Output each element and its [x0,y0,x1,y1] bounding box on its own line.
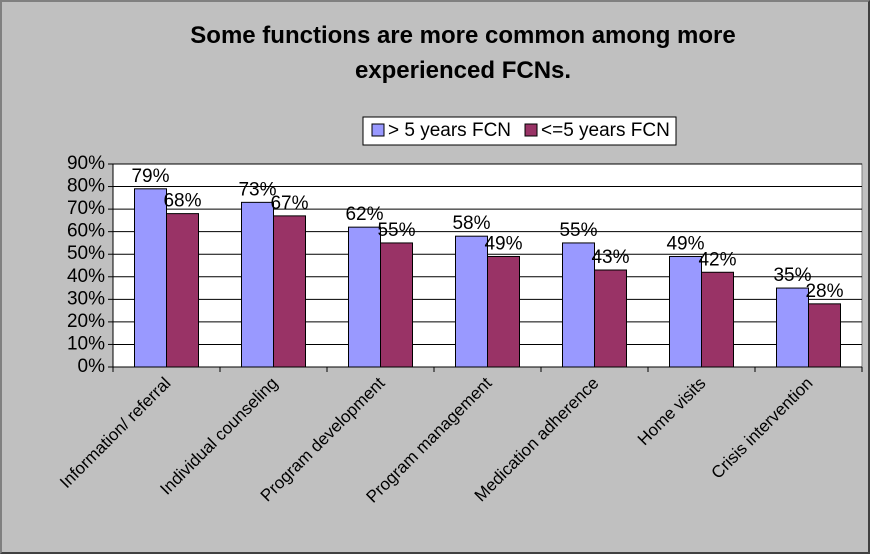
bar [594,269,627,368]
value-label: 49% [666,233,704,254]
value-label: 73% [238,179,276,200]
value-label: 28% [805,281,843,302]
value-label: 68% [163,191,201,212]
y-tick-label: 40% [67,266,105,287]
bar [134,188,167,368]
value-label: 55% [559,220,597,241]
value-label: 42% [698,249,736,270]
y-tick-label: 10% [67,333,105,354]
value-label: 55% [377,220,415,241]
bar [776,287,809,368]
legend: > 5 years FCN <=5 years FCN [362,116,677,146]
y-tick-label: 70% [67,198,105,219]
bar [273,215,306,368]
x-tick-label: Information/ referral [56,374,174,492]
value-label: 67% [270,193,308,214]
bar [808,303,841,368]
legend-swatch [524,123,538,137]
value-label: 35% [773,265,811,286]
x-tick-label: Medication adherence [471,374,603,506]
bar [380,242,413,368]
y-tick-label: 80% [67,176,105,197]
bar [669,255,702,368]
value-label: 62% [345,204,383,225]
y-tick-label: 90% [67,153,105,174]
y-tick-label: 0% [78,356,106,377]
value-label: 49% [484,233,522,254]
y-tick-label: 50% [67,243,105,264]
legend-label: <=5 years FCN [541,120,670,141]
y-tick-label: 30% [67,288,105,309]
bar [701,271,734,368]
y-tick-label: 60% [67,221,105,242]
bar [348,226,381,368]
x-tick-label: Crisis intervention [708,374,817,483]
bar [455,235,488,368]
value-label: 79% [131,166,169,187]
value-label: 43% [591,247,629,268]
legend-swatch [371,123,385,137]
x-tick-label: Individual counseling [156,374,281,499]
value-label: 58% [452,213,490,234]
legend-label: > 5 years FCN [388,120,511,141]
x-tick-label: Home visits [634,374,710,450]
bar [562,242,595,368]
bar [166,213,199,368]
legend-box [362,116,677,146]
bar [487,255,520,368]
chart-title: Some functions are more common among mor… [190,22,736,84]
bar [241,201,274,368]
y-tick-label: 20% [67,311,105,332]
